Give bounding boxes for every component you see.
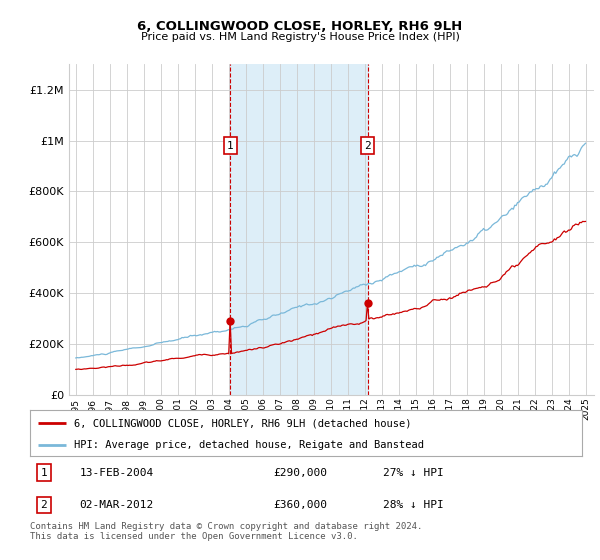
Text: Contains HM Land Registry data © Crown copyright and database right 2024.
This d: Contains HM Land Registry data © Crown c… <box>30 522 422 542</box>
Text: 1: 1 <box>227 141 234 151</box>
Text: 1: 1 <box>40 468 47 478</box>
Text: 02-MAR-2012: 02-MAR-2012 <box>80 500 154 510</box>
Text: 13-FEB-2004: 13-FEB-2004 <box>80 468 154 478</box>
Text: Price paid vs. HM Land Registry's House Price Index (HPI): Price paid vs. HM Land Registry's House … <box>140 32 460 43</box>
Text: £290,000: £290,000 <box>273 468 327 478</box>
Bar <box>230 64 368 395</box>
Text: 6, COLLINGWOOD CLOSE, HORLEY, RH6 9LH: 6, COLLINGWOOD CLOSE, HORLEY, RH6 9LH <box>137 20 463 32</box>
Text: 28% ↓ HPI: 28% ↓ HPI <box>383 500 444 510</box>
Text: 27% ↓ HPI: 27% ↓ HPI <box>383 468 444 478</box>
Text: 6, COLLINGWOOD CLOSE, HORLEY, RH6 9LH (detached house): 6, COLLINGWOOD CLOSE, HORLEY, RH6 9LH (d… <box>74 418 412 428</box>
Text: HPI: Average price, detached house, Reigate and Banstead: HPI: Average price, detached house, Reig… <box>74 440 424 450</box>
Text: 2: 2 <box>40 500 47 510</box>
Text: 2: 2 <box>364 141 371 151</box>
Text: £360,000: £360,000 <box>273 500 327 510</box>
